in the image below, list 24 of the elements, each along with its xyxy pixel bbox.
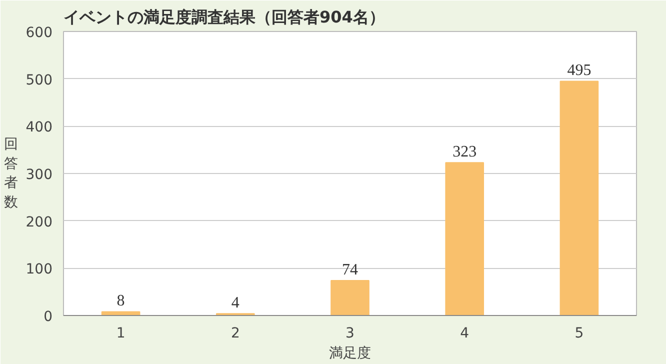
data-label: 323 — [452, 144, 477, 161]
chart-title: イベントの満足度調査結果（回答者904名） — [64, 8, 385, 26]
data-label: 8 — [116, 292, 125, 310]
x-axis-title: 満足度 — [329, 346, 371, 362]
bar — [330, 280, 370, 316]
x-tick-label: 2 — [230, 326, 240, 342]
y-tick-label: 100 — [26, 262, 53, 278]
x-tick-label: 4 — [460, 326, 470, 342]
x-tick-label: 3 — [346, 326, 354, 342]
x-tick-label: 5 — [574, 326, 584, 342]
y-tick-label: 300 — [26, 167, 53, 183]
y-tick-label: 200 — [26, 214, 53, 230]
data-label: 4 — [231, 294, 240, 312]
y-tick-label: 600 — [26, 25, 53, 41]
y-tick-label: 0 — [44, 309, 53, 325]
y-axis-title: 回答者数 — [4, 136, 18, 210]
x-tick-label: 1 — [116, 326, 126, 342]
data-label: 495 — [567, 62, 592, 80]
bar — [101, 311, 140, 316]
y-tick-label: 500 — [26, 72, 53, 88]
y-tick-label: 400 — [26, 120, 53, 136]
bar — [445, 162, 484, 316]
bar — [560, 80, 599, 316]
data-label: 74 — [342, 261, 358, 278]
